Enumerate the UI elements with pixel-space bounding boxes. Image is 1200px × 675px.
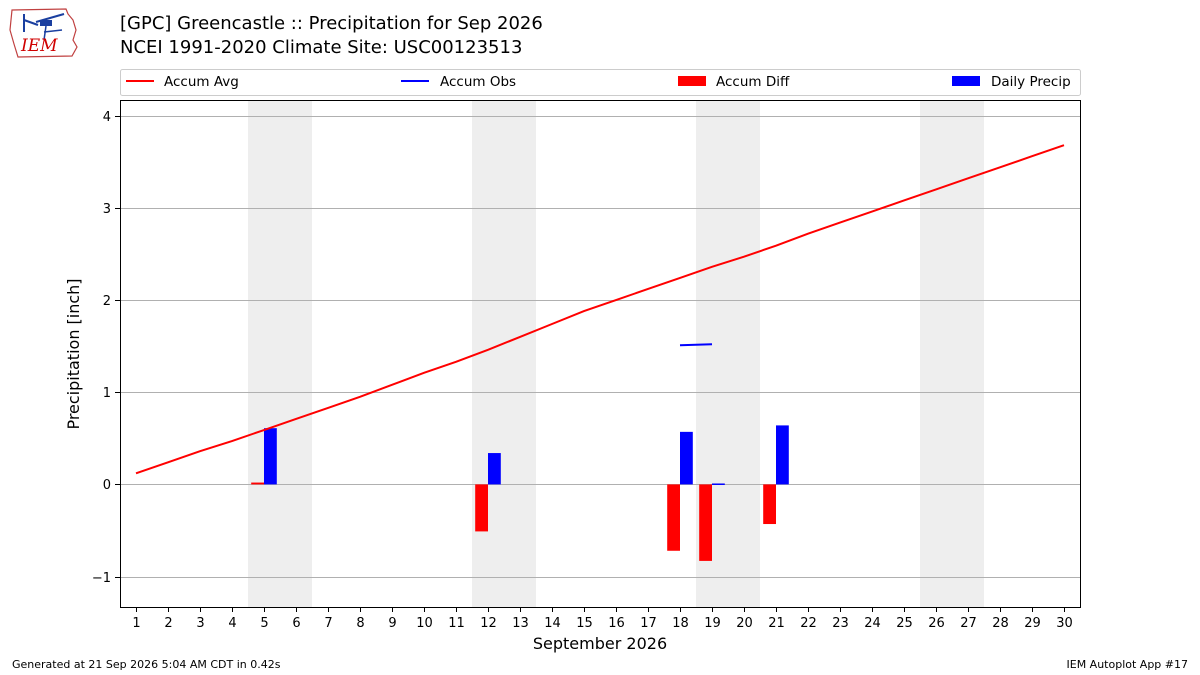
x-tick-label: 27 (960, 616, 977, 631)
x-tick-label: 20 (736, 616, 753, 631)
legend-box (120, 69, 1081, 96)
x-tick-label: 28 (992, 616, 1009, 631)
accum-diff-bars (251, 482, 776, 561)
legend-accum-diff: Accum Diff (716, 74, 790, 90)
accum-diff-bar (699, 484, 712, 561)
accum-diff-bar (251, 482, 264, 485)
daily-precip-bar (264, 428, 277, 485)
accum-diff-bar (475, 484, 488, 532)
daily-precip-bar (712, 483, 725, 485)
daily-precip-bars (264, 425, 789, 485)
x-tick-label: 23 (832, 616, 849, 631)
x-tick-label: 8 (356, 616, 364, 631)
logo-text: IEM (20, 36, 58, 56)
y-tick-label: 1 (103, 386, 111, 401)
weekend-band (248, 100, 312, 607)
footer-generated: Generated at 21 Sep 2026 5:04 AM CDT in … (12, 658, 281, 671)
x-axis-ticks: 1 2 3 4 5 6 7 8 9 10 11 12 13 14 15 16 17 18 19 20 21 22 23 24 2… (132, 607, 1073, 631)
accum-diff-bar (763, 484, 776, 525)
x-tick-label: 1 (132, 616, 140, 631)
x-tick-label: 30 (1056, 616, 1073, 631)
iem-logo: IEM (9, 8, 78, 58)
x-tick-label: 9 (388, 616, 396, 631)
plot-frame (120, 100, 1081, 608)
x-axis-label: September 2026 (533, 634, 667, 653)
legend-daily-precip-swatch (952, 76, 980, 86)
accum-diff-bar (667, 484, 680, 551)
daily-precip-bar (680, 431, 693, 485)
x-tick-label: 12 (480, 616, 497, 631)
x-tick-label: 6 (292, 616, 300, 631)
daily-precip-bar (776, 425, 789, 485)
legend: Accum Avg Accum Obs Accum Diff Daily Pre… (120, 69, 1081, 96)
x-tick-label: 26 (928, 616, 945, 631)
x-tick-label: 5 (260, 616, 268, 631)
legend-accum-avg: Accum Avg (164, 74, 239, 90)
footer-app: IEM Autoplot App #17 (1066, 658, 1189, 671)
x-tick-label: 22 (800, 616, 817, 631)
x-tick-label: 14 (544, 616, 561, 631)
y-axis-label: Precipitation [inch] (64, 278, 83, 429)
gridlines (120, 116, 1080, 578)
y-tick-label: 0 (103, 478, 111, 493)
x-tick-label: 16 (608, 616, 625, 631)
legend-daily-precip: Daily Precip (991, 74, 1071, 90)
x-tick-label: 15 (576, 616, 593, 631)
x-tick-label: 25 (896, 616, 913, 631)
x-tick-label: 13 (512, 616, 529, 631)
x-tick-label: 21 (768, 616, 785, 631)
x-tick-label: 2 (164, 616, 172, 631)
weekend-shading (248, 100, 984, 607)
y-tick-label: −1 (92, 571, 111, 586)
x-tick-label: 24 (864, 616, 881, 631)
x-tick-label: 17 (640, 616, 657, 631)
chart-title: [GPC] Greencastle :: Precipitation for S… (120, 13, 543, 34)
daily-precip-bar (488, 453, 501, 485)
accum-obs-line (679, 343, 713, 347)
x-tick-label: 19 (704, 616, 721, 631)
y-tick-label: 4 (103, 110, 111, 125)
y-tick-label: 3 (103, 202, 111, 217)
x-tick-label: 7 (324, 616, 332, 631)
y-tick-label: 2 (103, 294, 111, 309)
legend-accum-obs: Accum Obs (440, 74, 516, 90)
y-axis-ticks: −1 0 1 2 3 4 (92, 110, 120, 586)
x-tick-label: 29 (1024, 616, 1041, 631)
accum-avg-line (135, 144, 1065, 475)
x-tick-label: 18 (672, 616, 689, 631)
x-tick-label: 10 (416, 616, 433, 631)
series-lines (135, 144, 1065, 475)
legend-accum-diff-swatch (678, 76, 706, 86)
chart-subtitle: NCEI 1991-2020 Climate Site: USC00123513 (120, 37, 523, 58)
x-tick-label: 4 (228, 616, 236, 631)
x-tick-label: 3 (196, 616, 204, 631)
x-tick-label: 11 (448, 616, 465, 631)
